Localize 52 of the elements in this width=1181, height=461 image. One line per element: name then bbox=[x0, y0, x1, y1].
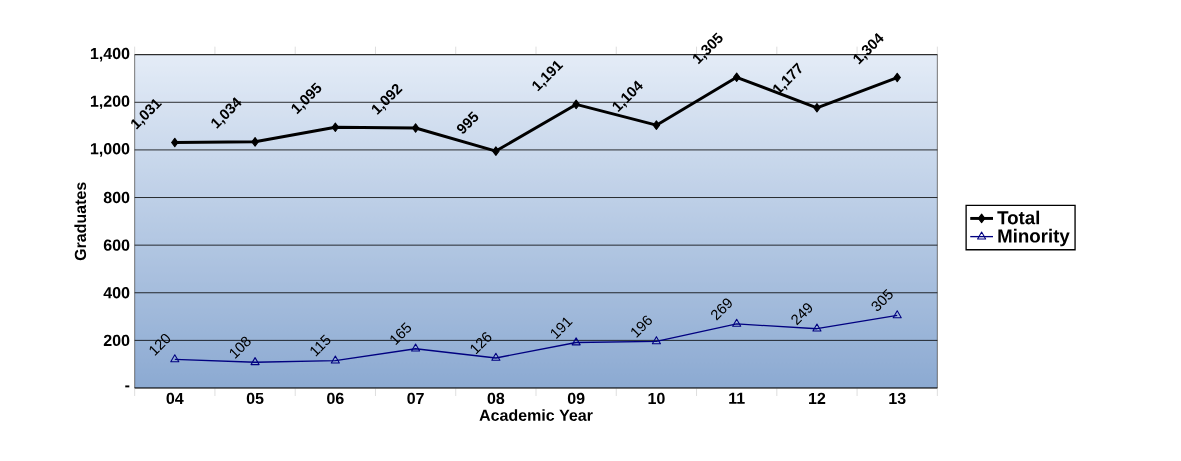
x-tick-label: 13 bbox=[889, 392, 906, 405]
point bbox=[492, 146, 500, 156]
legend-label: Minority bbox=[998, 228, 1070, 247]
data-label: 196 bbox=[631, 315, 652, 338]
data-label: 249 bbox=[791, 303, 813, 326]
point bbox=[572, 99, 580, 110]
y-tick-label: 1,400 bbox=[90, 47, 130, 62]
data-label: 305 bbox=[871, 288, 893, 311]
point bbox=[491, 352, 501, 361]
point bbox=[251, 137, 259, 147]
y-tick-label: 1,000 bbox=[90, 143, 130, 157]
point bbox=[411, 123, 420, 133]
point bbox=[652, 120, 661, 130]
x-tick-label: 09 bbox=[567, 392, 585, 405]
point bbox=[732, 318, 742, 327]
point bbox=[170, 354, 180, 363]
point bbox=[813, 102, 821, 113]
point bbox=[330, 355, 340, 364]
point bbox=[812, 323, 822, 332]
data-label: 191 bbox=[550, 317, 573, 339]
point bbox=[892, 310, 902, 319]
x-tick-label: 06 bbox=[327, 392, 344, 405]
x-tick-label: 07 bbox=[407, 392, 424, 405]
x-tick-label: 08 bbox=[487, 392, 505, 405]
point bbox=[893, 72, 901, 83]
y-tick-label: 400 bbox=[103, 287, 130, 299]
y-tick-label: 800 bbox=[103, 191, 130, 204]
data-label: 120 bbox=[149, 333, 171, 356]
x-tick-label: 12 bbox=[809, 392, 826, 404]
point bbox=[651, 336, 661, 345]
x-tick-label: 05 bbox=[246, 392, 264, 405]
y-tick-label: 200 bbox=[103, 334, 130, 347]
x-tick-label: 04 bbox=[166, 392, 184, 405]
data-label: 995 bbox=[456, 111, 479, 134]
data-label: 269 bbox=[711, 298, 732, 321]
x-axis-title: Academic Year bbox=[479, 409, 593, 421]
x-tick-label: 11 bbox=[729, 392, 745, 404]
y-tick-label: - bbox=[125, 385, 130, 388]
point bbox=[732, 72, 741, 83]
y-tick-label: 600 bbox=[103, 239, 130, 251]
point bbox=[411, 343, 421, 352]
data-label: 108 bbox=[229, 336, 251, 359]
legend-label: Total bbox=[997, 210, 1040, 225]
data-label: 165 bbox=[390, 322, 412, 346]
y-axis-title: Graduates bbox=[74, 182, 87, 261]
x-tick-label: 10 bbox=[648, 392, 665, 405]
data-label: 126 bbox=[470, 332, 492, 355]
data-label: 115 bbox=[310, 334, 331, 357]
point bbox=[171, 137, 179, 148]
point bbox=[250, 357, 260, 366]
y-tick-label: 1,200 bbox=[90, 95, 130, 110]
point bbox=[571, 337, 581, 346]
